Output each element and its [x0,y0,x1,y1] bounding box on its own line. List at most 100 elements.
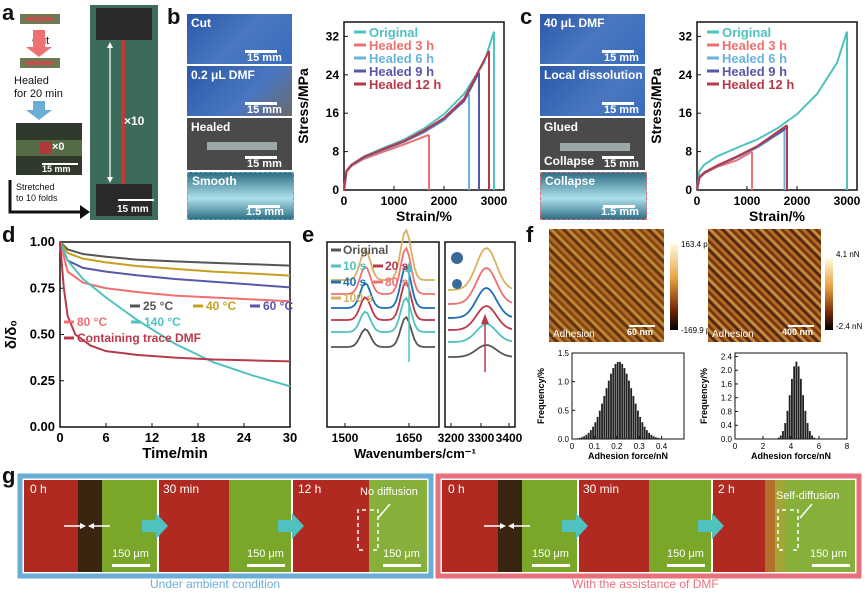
histogram-bar [648,432,650,439]
panel-label-b: b [167,4,181,29]
legend-label-2: Healed 6 h [722,51,787,66]
g-right-scale-1: 150 μm [667,548,704,560]
a-scale-small: 15 mm [42,164,71,174]
y-axis-label: Stress/MPa [295,68,311,144]
ftir-left-4 [331,246,436,295]
dmf-droplet-2 [452,279,462,289]
y-axis-label: Frequency/% [536,368,546,424]
ftir-right-3 [447,287,513,319]
histogram-bar [645,430,648,439]
histogram-bar [782,431,784,439]
g-left-caption: Under ambient condition [150,577,281,591]
x-tick-label: 0.4 [656,442,668,451]
histogram-bar [788,395,791,439]
y-tick-label: 0.75 [30,280,55,295]
plot-frame-left [326,241,440,428]
legend-label-2: Healed 6 h [369,51,434,66]
histogram-bar [654,437,657,439]
series-line-1 [59,241,291,277]
histogram-bar [580,437,583,439]
x-tick-label: 12 [145,430,159,445]
colorbar-1-max: 163.4 pN [681,240,714,249]
ftir-left-2 [331,280,436,321]
panel-label-c: c [520,4,533,29]
g-right-scale-2: 150 μm [810,548,847,560]
series-line-3 [59,241,291,303]
histogram-bar [634,403,637,439]
chart-e-ftir: 1500 1650 3200 3300 3400 Wavenumbers/cm⁻¹ Orig… [326,228,523,461]
y-tick-label: 0.00 [30,419,55,434]
series-line-4 [696,124,788,191]
y-tick-label: 8 [332,145,339,159]
legend-label-0: Original [722,25,771,40]
g-left-scale-1: 150 μm [247,548,284,560]
shift-arrowhead-right [481,314,489,324]
histogram-bar [777,437,780,439]
y-tick-label: 1.00 [30,234,55,249]
shift-arrowhead-left [405,262,413,272]
legend-label-3: Healed 9 h [369,64,434,79]
g-right-note: Self-diffusion [776,490,840,502]
histogram-bar [585,434,588,439]
g-left-frame [17,473,434,579]
histogram-bar [596,416,599,439]
x-tick-label: 8 [845,442,850,451]
legend-label-0: 25 °C [143,299,173,313]
chart-b-stress-strain: 0 1000 2000 3000 0 8 16 24 32 Strain/% Stress/MPa O… [295,21,508,224]
ftir-left-0 [331,315,436,348]
histogram-bar [632,395,635,439]
series-line-5 [59,241,291,363]
x-tick-label: 0.1 [589,442,601,451]
y-tick-label: 2.0 [721,366,733,375]
x-tick-label: 18 [191,430,205,445]
x-tick-label: 6 [102,430,109,445]
histogram-bar [639,416,642,439]
histogram-bar [576,438,579,439]
x-tick-label: 0 [694,194,701,208]
x-axis-label: Time/min [142,445,208,462]
afm-map-2: Adhesion 400 nm [708,229,821,342]
histogram-bar [650,434,653,439]
ftir-right-5 [447,247,513,291]
histogram-bar [641,422,644,439]
histogram-bar [589,430,592,439]
histogram-bar [786,410,789,439]
dmf-droplet-1 [451,252,463,264]
ftir-left-5 [331,228,436,281]
y-tick-label: 0.4 [721,421,733,430]
x-tick-label: 0.2 [611,442,623,451]
histogram-bar [797,366,800,439]
histogram-bar [806,423,809,439]
histogram-bar [636,410,639,439]
histogram-bar [630,388,633,439]
ftir-right-4 [447,267,513,305]
g-left-scale-2: 150 μm [383,548,420,560]
g-right-caption: With the assistance of DMF [572,577,719,591]
histogram-bar [583,436,586,439]
stretched-label-2: to 10 folds [16,193,58,203]
legend-label-5: 100 s [343,291,373,305]
legend-label-3: 40 s [343,275,367,289]
y-tick-label: 0.0 [721,435,733,444]
y-axis-label: Stress/MPa [648,68,664,144]
colorbar-2-min: -2.4 nN [836,322,863,331]
y-tick-label: 1.5 [558,349,570,358]
y-tick-label: 24 [679,68,693,82]
histogram-bar [779,435,782,439]
histogram-bar [610,373,612,439]
plot-frame-right [444,241,516,428]
legend-label-2: 60 °C [263,299,293,313]
x-tick-label: 1000 [381,194,408,208]
histogram-bar [628,380,630,439]
g-left-scale-0: 150 μm [112,548,149,560]
histogram-bar [799,378,802,439]
y-tick-label: 1.0 [558,378,570,387]
panel-g-diffusion [17,473,862,579]
histogram-bar [657,437,659,439]
legend-label-5: Containing trace DMF [77,331,201,345]
x-tick-label: 2000 [431,194,458,208]
y-tick-label: 32 [679,29,693,43]
legend-label-4: 80 s [385,275,409,289]
x-tick-label: 4 [789,442,794,451]
histogram-bar [594,422,597,439]
